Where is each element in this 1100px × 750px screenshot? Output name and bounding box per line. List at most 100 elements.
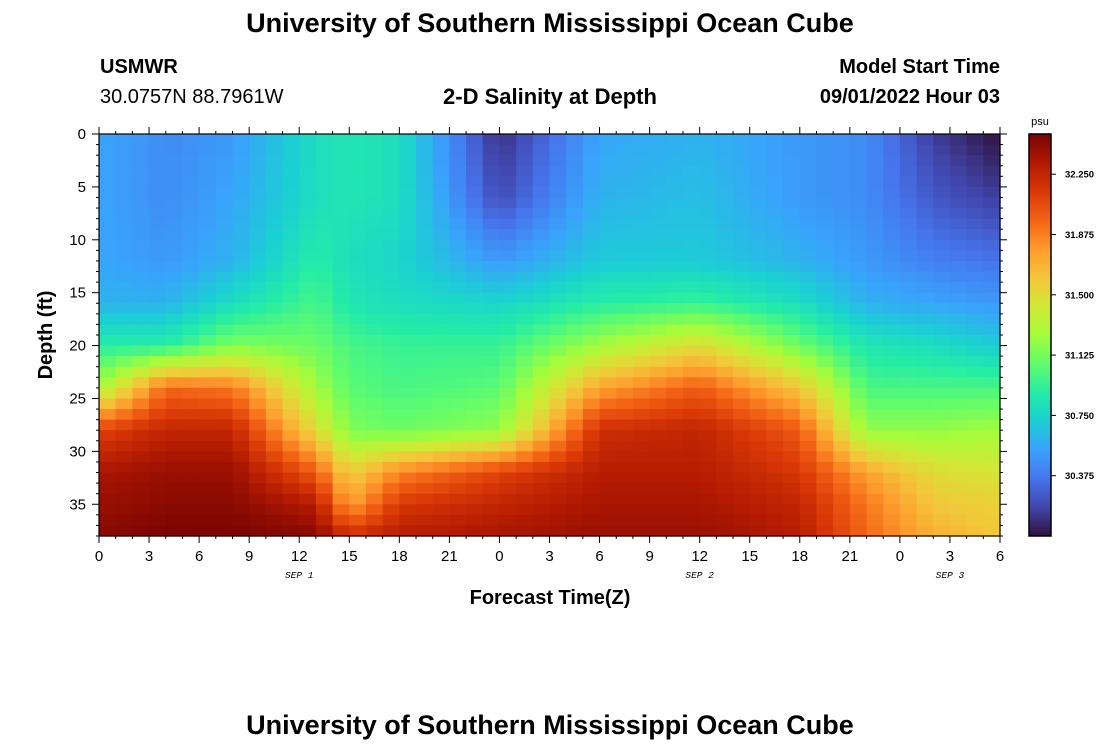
heatmap-cell [399, 387, 417, 400]
heatmap-cell [866, 260, 884, 273]
model-start-label: Model Start Time [839, 56, 1000, 78]
heatmap-cell [182, 409, 200, 421]
heatmap-cell [449, 271, 467, 283]
heatmap-cell [165, 260, 184, 273]
heatmap-cell [833, 229, 851, 241]
heatmap-cell [733, 472, 751, 484]
heatmap-cell [549, 165, 567, 177]
heatmap-cell [916, 356, 934, 368]
heatmap-cell [833, 239, 851, 251]
heatmap-cell [432, 144, 450, 156]
heatmap-cell [432, 483, 450, 495]
heatmap-cell [799, 398, 818, 410]
heatmap-cell [866, 313, 884, 326]
heatmap-cell [365, 313, 384, 326]
heatmap-cell [833, 144, 851, 156]
heatmap-cell [582, 313, 601, 326]
heatmap-cell [215, 483, 234, 495]
heatmap-cell [783, 271, 801, 283]
heatmap-cell [632, 134, 651, 146]
heatmap-cell [516, 176, 534, 188]
heatmap-cell [332, 451, 350, 463]
heatmap-cell [99, 377, 117, 389]
heatmap-cell [265, 398, 284, 410]
x-tick-label: 15 [341, 548, 358, 565]
heatmap-cell [616, 155, 634, 167]
heatmap-cell [883, 366, 901, 378]
heatmap-cell [816, 165, 834, 177]
salinity-chart: 0 3 6 9 12 15 18 21 0 3 6 9 12 15 18 21 0 3 6 051015202530… [35, 116, 1095, 609]
heatmap-cell [416, 134, 434, 146]
heatmap-cell [666, 525, 684, 537]
heatmap-cell [849, 229, 868, 241]
heatmap-cell [382, 419, 400, 431]
heatmap-cell [315, 483, 334, 495]
heatmap-cell [215, 155, 234, 167]
heatmap-cell [883, 186, 901, 199]
heatmap-cell [682, 409, 701, 421]
heatmap-cell [132, 229, 150, 241]
heatmap-cell [416, 440, 434, 452]
heatmap-cell [99, 387, 117, 400]
heatmap-cell [733, 208, 751, 220]
heatmap-cell [549, 292, 567, 304]
heatmap-cell [516, 356, 534, 368]
heatmap-cell [716, 165, 734, 177]
heatmap-cell [482, 387, 501, 400]
heatmap-cell [699, 451, 717, 463]
heatmap-cell [849, 250, 868, 262]
heatmap-cell [849, 271, 868, 283]
heatmap-cell [215, 377, 234, 389]
heatmap-cell [199, 229, 217, 241]
heatmap-cell [516, 260, 534, 273]
heatmap-cell [632, 260, 651, 273]
heatmap-cell [499, 324, 517, 336]
heatmap-cell [482, 356, 501, 368]
heatmap-cell [399, 514, 417, 527]
heatmap-cell [916, 514, 934, 527]
heatmap-cell [165, 514, 184, 527]
heatmap-cell [599, 292, 617, 304]
heatmap-cell [666, 155, 684, 167]
heatmap-cell [916, 419, 934, 431]
heatmap-cell [799, 218, 818, 230]
heatmap-cell [699, 398, 717, 410]
heatmap-cell [149, 239, 167, 251]
heatmap-cell [416, 451, 434, 463]
heatmap-cell [115, 282, 133, 294]
heatmap-cell [282, 250, 300, 262]
heatmap-cell [315, 176, 334, 188]
heatmap-cell [99, 430, 117, 442]
heatmap-cell [833, 176, 851, 188]
heatmap-cell [632, 176, 651, 188]
heatmap-cell [716, 419, 734, 431]
heatmap-cell [566, 197, 584, 209]
heatmap-cell [99, 335, 117, 347]
heatmap-cell [149, 335, 167, 347]
heatmap-cell [282, 324, 300, 336]
heatmap-cell [432, 239, 450, 251]
heatmap-cell [532, 472, 551, 484]
heatmap-cell [132, 483, 150, 495]
heatmap-cell [883, 165, 901, 177]
heatmap-cell [382, 472, 400, 484]
heatmap-cell [365, 440, 384, 452]
heatmap-cell [983, 377, 1001, 389]
heatmap-cell [799, 472, 818, 484]
heatmap-cell [365, 208, 384, 220]
heatmap-cell [282, 313, 300, 326]
heatmap-cell [666, 483, 684, 495]
heatmap-cell [215, 504, 234, 516]
heatmap-cell [449, 398, 467, 410]
heatmap-cell [983, 345, 1001, 357]
heatmap-cell [716, 335, 734, 347]
heatmap-cell [532, 218, 551, 230]
heatmap-cell [649, 271, 667, 283]
heatmap-cell [783, 430, 801, 442]
heatmap-cell [349, 313, 367, 326]
heatmap-cell [883, 218, 901, 230]
heatmap-cell [416, 303, 434, 315]
heatmap-cell [783, 282, 801, 294]
x-tick-label: 0 [495, 548, 503, 565]
heatmap-cell [532, 197, 551, 209]
